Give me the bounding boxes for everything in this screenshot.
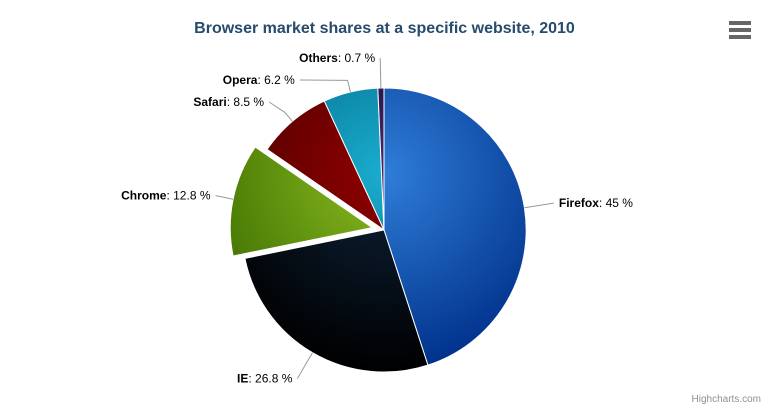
label-connector xyxy=(268,101,293,122)
data-label-opera: Opera: 6.2 % xyxy=(223,73,295,87)
hamburger-menu-icon xyxy=(729,21,751,25)
label-connector xyxy=(215,195,234,200)
label-connector xyxy=(379,57,382,89)
label-connector xyxy=(299,79,351,93)
hamburger-menu-icon xyxy=(729,28,751,32)
label-connector xyxy=(524,202,554,209)
label-connector xyxy=(296,352,313,379)
highcharts-credit-link[interactable]: Highcharts.com xyxy=(691,394,761,405)
data-label-others: Others: 0.7 % xyxy=(299,51,375,65)
data-label-ie: IE: 26.8 % xyxy=(237,372,293,386)
chart-title: Browser market shares at a specific webs… xyxy=(194,20,575,37)
data-label-chrome: Chrome: 12.8 % xyxy=(121,189,211,203)
pie-slice-chrome[interactable] xyxy=(229,146,373,257)
data-label-firefox: Firefox: 45 % xyxy=(559,196,633,210)
data-label-safari: Safari: 8.5 % xyxy=(193,95,264,109)
export-menu-button[interactable] xyxy=(729,21,751,39)
pie-slice-others[interactable] xyxy=(377,87,385,231)
pie-slice-ie[interactable] xyxy=(244,229,429,373)
hamburger-menu-icon xyxy=(729,35,751,39)
